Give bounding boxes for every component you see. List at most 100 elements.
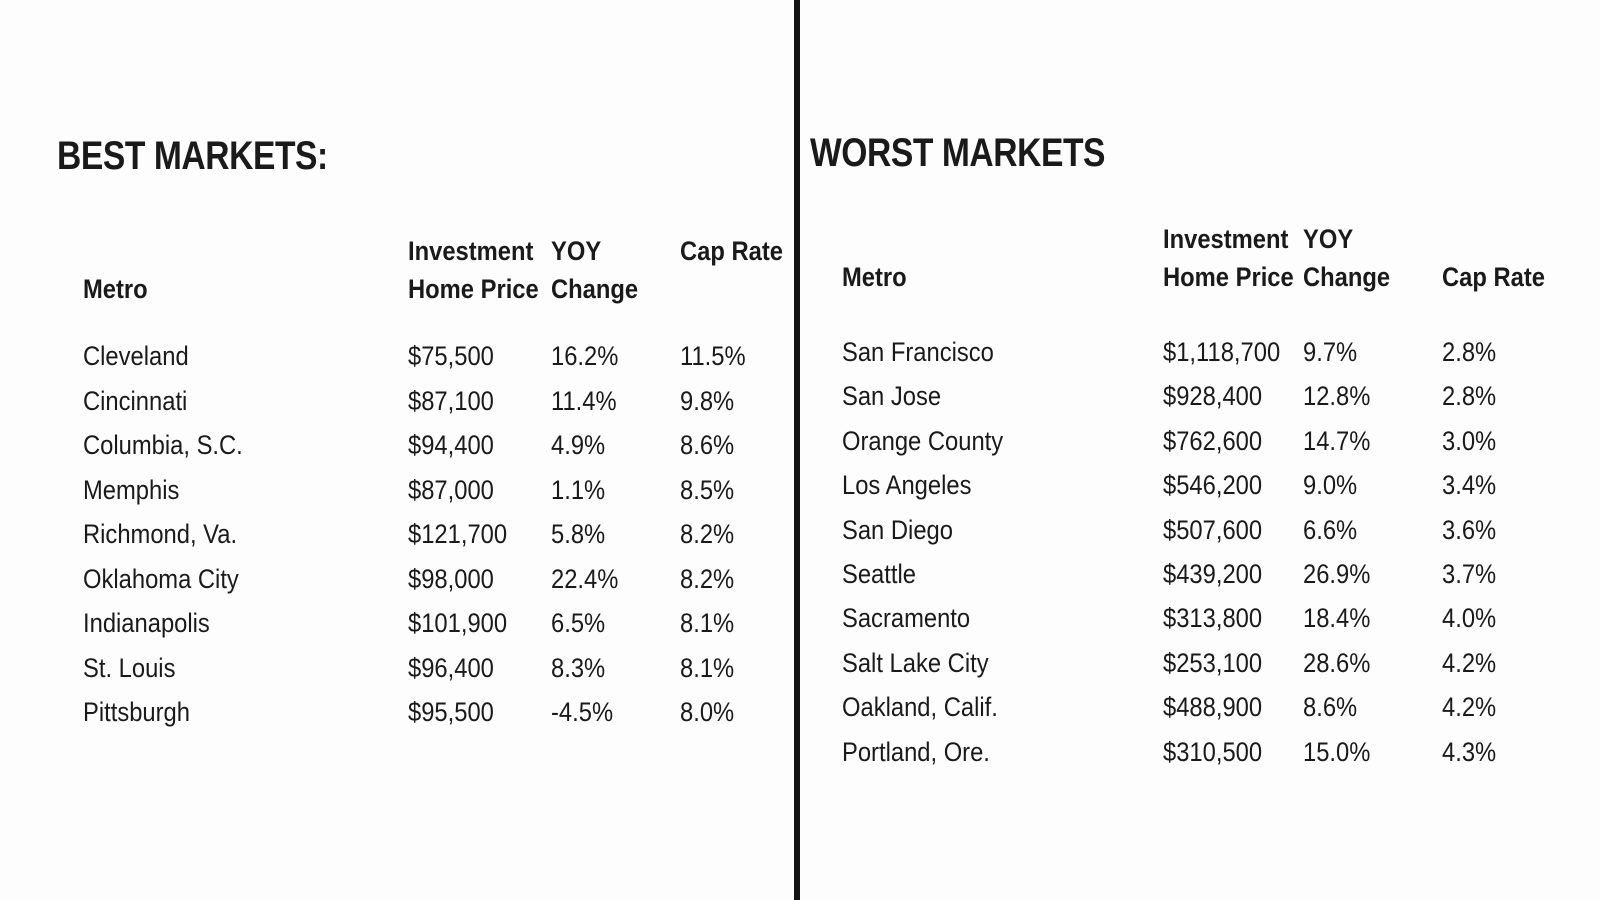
yoy-cell: 8.6% [1303, 692, 1358, 723]
table-row: Los Angeles $546,200 9.0% 3.4% [842, 463, 1562, 507]
cap-rate-cell: 4.3% [1442, 736, 1497, 767]
table-row: Indianapolis $101,900 6.5% 8.1% [83, 601, 800, 646]
metro-cell: Sacramento [842, 603, 971, 634]
column-header-investment-home-price: Investment Home Price [1163, 224, 1294, 292]
price-cell: $310,500 [1163, 736, 1263, 767]
cap-rate-cell: 8.2% [680, 519, 735, 549]
price-cell: $253,100 [1163, 647, 1263, 678]
cap-rate-cell: 3.7% [1442, 558, 1497, 589]
price-cell: $928,400 [1163, 381, 1263, 412]
metro-cell: Pittsburgh [83, 697, 190, 727]
price-cell: $507,600 [1163, 514, 1263, 545]
column-header-yoy-change: YOY Change [551, 236, 639, 304]
yoy-cell: 6.6% [1303, 514, 1358, 545]
price-cell: $546,200 [1163, 470, 1263, 501]
table-row: Richmond, Va. $121,700 5.8% 8.2% [83, 512, 800, 557]
yoy-cell: 14.7% [1303, 425, 1371, 456]
metro-cell: Cleveland [83, 341, 189, 371]
cap-rate-cell: 3.0% [1442, 425, 1497, 456]
yoy-cell: 12.8% [1303, 381, 1371, 412]
table-row: Columbia, S.C. $94,400 4.9% 8.6% [83, 423, 800, 468]
yoy-cell: 8.3% [551, 652, 606, 683]
table-row: San Jose $928,400 12.8% 2.8% [842, 374, 1562, 418]
price-cell: $87,100 [408, 385, 494, 416]
yoy-cell: 11.4% [551, 385, 617, 416]
yoy-cell: 18.4% [1303, 603, 1371, 634]
table-row: Memphis $87,000 1.1% 8.5% [83, 468, 800, 513]
table-row: Pittsburgh $95,500 -4.5% 8.0% [83, 690, 800, 735]
cap-rate-cell: 2.8% [1442, 337, 1497, 367]
yoy-cell: 5.8% [551, 519, 606, 549]
metro-cell: Orange County [842, 425, 1004, 456]
yoy-cell: 9.0% [1303, 470, 1358, 501]
cap-rate-cell: 4.2% [1442, 692, 1497, 723]
yoy-cell: 16.2% [551, 341, 619, 371]
column-header-metro: Metro [83, 274, 148, 304]
cap-rate-cell: 8.5% [680, 474, 735, 505]
price-cell: $762,600 [1163, 425, 1263, 456]
price-cell: $121,700 [408, 519, 508, 549]
metro-cell: Seattle [842, 558, 916, 589]
price-cell: $439,200 [1163, 558, 1263, 589]
best-markets-title: BEST MARKETS: [57, 134, 328, 178]
metro-cell: Cincinnati [83, 385, 188, 416]
worst-markets-rows: San Francisco $1,118,700 9.7% 2.8% San J… [842, 330, 1562, 774]
cap-rate-cell: 3.4% [1442, 470, 1497, 501]
column-header-cap-rate: Cap Rate [1442, 262, 1545, 292]
table-row: San Diego $507,600 6.6% 3.6% [842, 508, 1562, 552]
cap-rate-cell: 2.8% [1442, 381, 1497, 412]
price-cell: $1,118,700 [1163, 337, 1281, 367]
table-row: Cincinnati $87,100 11.4% 9.8% [83, 379, 800, 424]
metro-cell: San Jose [842, 381, 942, 412]
price-cell: $75,500 [408, 341, 494, 371]
cap-rate-cell: 8.1% [680, 608, 735, 638]
metro-cell: St. Louis [83, 652, 176, 683]
table-row: Portland, Ore. $310,500 15.0% 4.3% [842, 730, 1562, 774]
yoy-cell: 28.6% [1303, 647, 1371, 678]
metro-cell: Columbia, S.C. [83, 430, 243, 460]
best-markets-header-row: Metro Investment Home Price YOY Change Cap… [83, 232, 800, 308]
price-cell: $94,400 [408, 430, 494, 460]
cap-rate-cell: 4.2% [1442, 647, 1497, 678]
yoy-cell: 26.9% [1303, 558, 1371, 589]
worst-markets-header-row: Metro Investment Home Price YOY Change Cap… [842, 220, 1562, 296]
table-row: Orange County $762,600 14.7% 3.0% [842, 419, 1562, 463]
cap-rate-cell: 8.2% [680, 563, 735, 594]
best-markets-rows: Cleveland $75,500 16.2% 11.5% Cincinnati… [83, 334, 800, 735]
column-header-investment-home-price: Investment Home Price [408, 236, 539, 304]
cap-rate-cell: 8.6% [680, 430, 735, 460]
metro-cell: San Diego [842, 514, 953, 545]
column-header-cap-rate: Cap Rate [680, 236, 783, 266]
table-row: Oakland, Calif. $488,900 8.6% 4.2% [842, 685, 1562, 729]
metro-cell: Los Angeles [842, 470, 972, 501]
metro-cell: Oklahoma City [83, 563, 239, 594]
cap-rate-cell: 8.1% [680, 652, 735, 683]
worst-markets-title: WORST MARKETS [810, 131, 1106, 175]
yoy-cell: 4.9% [551, 430, 606, 460]
column-header-metro: Metro [842, 262, 907, 292]
column-header-yoy-change: YOY Change [1303, 224, 1391, 292]
table-row: Salt Lake City $253,100 28.6% 4.2% [842, 641, 1562, 685]
price-cell: $313,800 [1163, 603, 1263, 634]
cap-rate-cell: 8.0% [680, 697, 735, 727]
yoy-cell: 6.5% [551, 608, 606, 638]
metro-cell: Indianapolis [83, 608, 210, 638]
table-row: Oklahoma City $98,000 22.4% 8.2% [83, 557, 800, 602]
yoy-cell: 9.7% [1303, 337, 1358, 367]
table-row: San Francisco $1,118,700 9.7% 2.8% [842, 330, 1562, 374]
yoy-cell: 22.4% [551, 563, 619, 594]
table-row: St. Louis $96,400 8.3% 8.1% [83, 646, 800, 691]
metro-cell: Richmond, Va. [83, 519, 238, 549]
table-row: Sacramento $313,800 18.4% 4.0% [842, 596, 1562, 640]
price-cell: $488,900 [1163, 692, 1263, 723]
cap-rate-cell: 4.0% [1442, 603, 1497, 634]
price-cell: $101,900 [408, 608, 508, 638]
price-cell: $95,500 [408, 697, 494, 727]
metro-cell: Portland, Ore. [842, 736, 990, 767]
yoy-cell: 1.1% [551, 474, 606, 505]
table-row: Cleveland $75,500 16.2% 11.5% [83, 334, 800, 379]
cap-rate-cell: 11.5% [680, 341, 746, 371]
table-row: Seattle $439,200 26.9% 3.7% [842, 552, 1562, 596]
vertical-divider [794, 0, 800, 900]
metro-cell: Salt Lake City [842, 647, 989, 678]
